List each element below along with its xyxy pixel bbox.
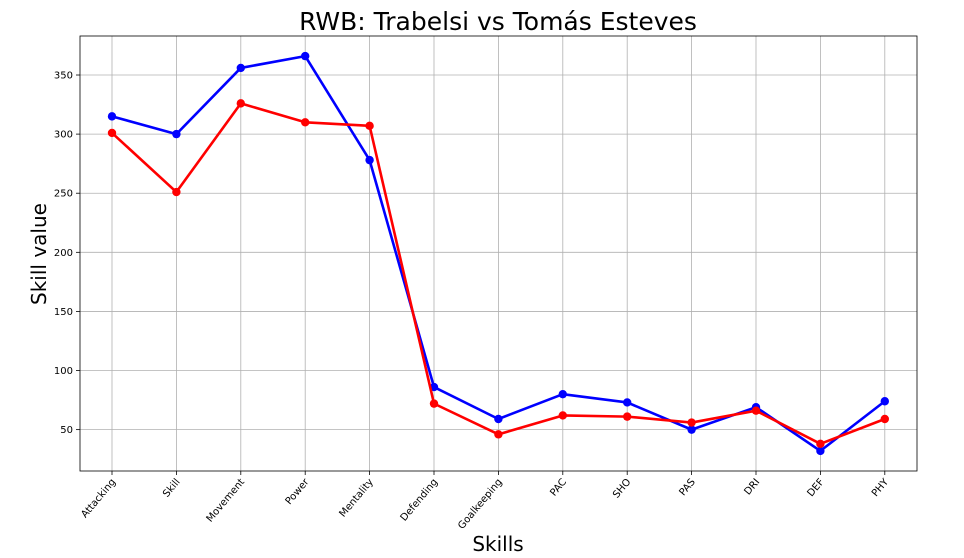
x-tick-label: PHY <box>870 476 892 499</box>
data-point <box>236 99 245 108</box>
x-tick-label: Power <box>284 476 312 507</box>
y-tick-label: 300 <box>54 130 73 141</box>
x-tick-layer: Attacking Skill Movement Power Mentality Defe… <box>79 471 892 532</box>
x-tick-label: Mentality <box>338 477 376 520</box>
data-point <box>301 51 310 61</box>
data-point <box>172 187 181 197</box>
x-tick-label: SHO <box>611 477 633 501</box>
data-point <box>623 412 632 421</box>
y-tick-label: 100 <box>54 366 73 377</box>
data-point <box>365 121 374 131</box>
y-tick-label: 250 <box>54 189 73 200</box>
data-point <box>107 112 117 121</box>
data-point <box>107 128 117 138</box>
x-tick-label: DEF <box>806 477 827 499</box>
chart-title: RWB: Trabelsi vs Tomás Esteves <box>299 7 697 36</box>
x-tick-label: PAS <box>678 477 698 498</box>
series-layer <box>107 51 889 456</box>
data-point <box>880 414 889 424</box>
data-point <box>558 411 567 420</box>
x-tick-label: Attacking <box>79 477 118 520</box>
data-point <box>816 446 825 456</box>
x-tick-label: Skill <box>161 477 183 500</box>
data-point <box>301 118 310 127</box>
grid-layer <box>80 36 917 471</box>
series-2 <box>107 99 889 449</box>
x-tick-label: Defending <box>399 477 441 524</box>
data-point <box>687 418 696 427</box>
data-point <box>558 389 567 399</box>
y-tick-label: 150 <box>54 307 73 318</box>
y-axis-label: Skill value <box>27 203 51 305</box>
y-tick-label: 200 <box>54 248 73 259</box>
y-tick-layer: 50 100 150 200 250 300 350 <box>54 71 80 436</box>
data-point <box>880 397 889 406</box>
data-point <box>365 155 374 165</box>
data-point <box>236 63 245 73</box>
data-point <box>172 129 181 139</box>
x-tick-label: DRI <box>743 477 763 498</box>
data-point <box>623 398 632 407</box>
x-tick-label: PAC <box>548 477 569 499</box>
data-point <box>429 399 439 408</box>
data-point <box>494 414 503 424</box>
x-tick-label: Goalkeeping <box>456 477 504 532</box>
data-point <box>687 425 696 434</box>
y-tick-label: 50 <box>60 425 73 436</box>
y-tick-label: 350 <box>54 71 73 82</box>
data-point <box>816 439 825 449</box>
data-point <box>751 406 761 415</box>
x-tick-label: Movement <box>205 477 248 525</box>
x-axis-label: Skills <box>472 532 523 556</box>
data-point <box>494 430 503 439</box>
